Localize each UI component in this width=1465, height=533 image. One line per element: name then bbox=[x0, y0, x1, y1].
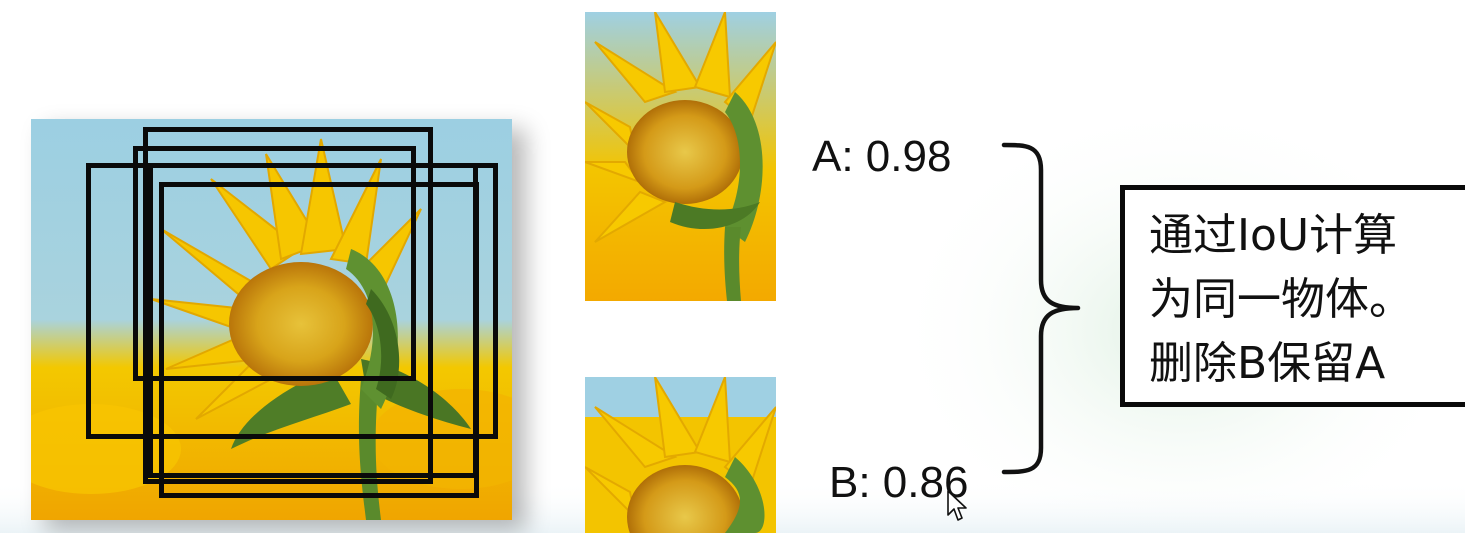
detection-crop-a bbox=[585, 12, 776, 301]
bounding-box-1 bbox=[143, 127, 433, 484]
detection-crop-b bbox=[585, 377, 776, 533]
result-line-3: 删除B保留A bbox=[1149, 338, 1386, 389]
main-sunflower-image bbox=[31, 119, 512, 520]
result-line-2: 为同一物体。 bbox=[1149, 274, 1413, 325]
mouse-pointer-icon bbox=[947, 490, 967, 521]
score-label-b: B: 0.86 bbox=[829, 458, 969, 507]
result-line-1: 通过IoU计算 bbox=[1149, 210, 1398, 261]
bounding-box-5 bbox=[159, 182, 479, 498]
score-label-a: A: 0.98 bbox=[812, 132, 952, 181]
bounding-box-2 bbox=[133, 146, 416, 381]
curly-brace bbox=[1001, 142, 1081, 475]
result-textbox: 通过IoU计算 为同一物体。 删除B保留A bbox=[1120, 185, 1465, 407]
